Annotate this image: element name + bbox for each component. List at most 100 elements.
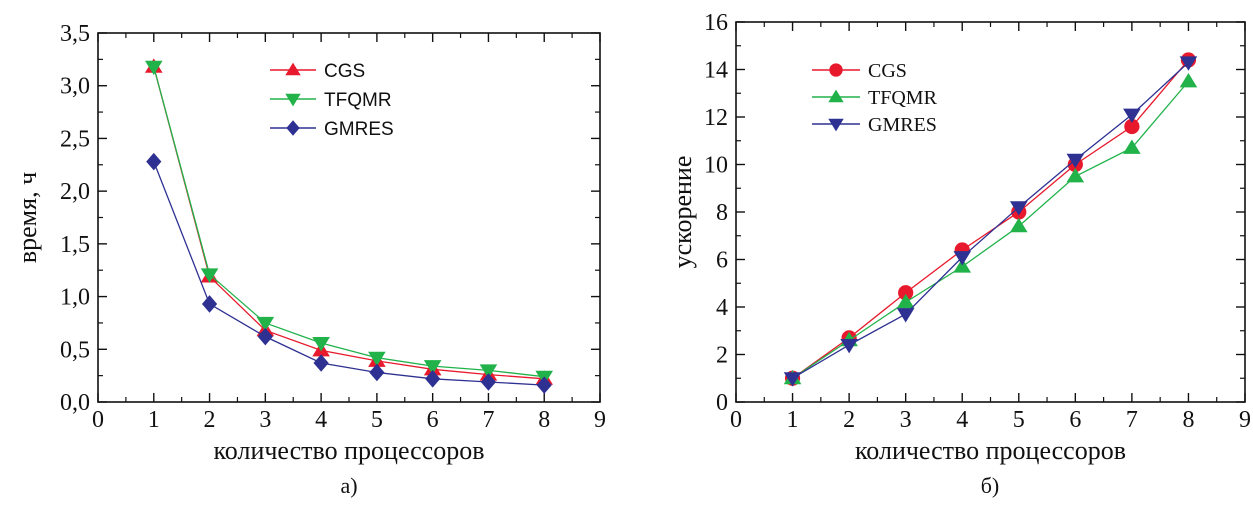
y-tick-label: 3,5 xyxy=(60,21,90,47)
legend-label: TFQMR xyxy=(324,90,392,111)
data-point xyxy=(898,285,914,301)
y-tick-label: 1,0 xyxy=(60,285,90,311)
x-tick-label: 2 xyxy=(204,407,216,433)
data-point xyxy=(1066,153,1085,169)
x-tick-label: 2 xyxy=(843,407,855,433)
legend-marker xyxy=(285,93,301,107)
data-point xyxy=(313,354,329,372)
data-point xyxy=(1123,108,1141,124)
legend-label: CGS xyxy=(324,61,365,82)
data-point xyxy=(144,60,163,76)
x-tick-label: 5 xyxy=(371,407,383,433)
x-tick-label: 8 xyxy=(1182,407,1194,433)
legend: CGS TFQMR GMRES xyxy=(812,60,938,136)
y-tick-label: 14 xyxy=(704,58,728,84)
data-point xyxy=(953,251,972,266)
y-tick-label: 0 xyxy=(716,390,728,416)
series-tfqmr xyxy=(144,60,554,386)
data-point xyxy=(256,316,275,332)
y-tick-label: 16 xyxy=(704,10,728,36)
data-point xyxy=(201,295,218,313)
y-tick-label: 4 xyxy=(716,295,728,321)
x-tick-label: 1 xyxy=(787,407,799,433)
legend-label: TFQMR xyxy=(868,87,938,109)
panel-caption: а) xyxy=(340,473,357,498)
x-tick-label: 3 xyxy=(900,407,912,433)
x-tick-label: 0 xyxy=(730,407,742,433)
data-point xyxy=(536,376,552,394)
y-tick-label: 0,0 xyxy=(60,390,90,416)
data-point xyxy=(1123,139,1141,154)
legend: CGS TFQMR GMRES xyxy=(270,61,394,140)
x-tick-label: 7 xyxy=(1126,407,1138,433)
x-tick-label: 5 xyxy=(1013,407,1025,433)
y-tick-label: 2,0 xyxy=(60,179,90,205)
panel-caption: б) xyxy=(981,473,1000,498)
data-point xyxy=(1066,167,1085,183)
data-point xyxy=(896,293,915,309)
data-point xyxy=(840,339,858,354)
data-point xyxy=(480,373,497,391)
x-axis-label: количество процессоров xyxy=(214,436,485,465)
series-gmres xyxy=(783,56,1198,387)
series-cgs xyxy=(784,52,1197,386)
data-point xyxy=(896,308,915,323)
legend-label: GMRES xyxy=(324,119,394,140)
series-line xyxy=(792,59,1189,379)
y-tick-label: 12 xyxy=(704,105,728,131)
data-point xyxy=(257,327,273,346)
data-point xyxy=(425,370,441,388)
data-point xyxy=(1124,118,1140,135)
y-axis-label: время, ч xyxy=(13,172,42,263)
x-tick-label: 7 xyxy=(482,407,494,433)
data-point xyxy=(1179,72,1198,88)
series-line xyxy=(792,61,1189,379)
x-tick-label: 9 xyxy=(1239,407,1251,433)
legend-marker xyxy=(829,63,843,77)
series-line xyxy=(153,161,545,386)
legend-label: GMRES xyxy=(868,114,937,136)
data-point xyxy=(368,351,386,367)
series-line xyxy=(153,66,545,380)
x-tick-label: 0 xyxy=(92,407,104,433)
x-tick-label: 3 xyxy=(259,407,271,433)
legend-label: CGS xyxy=(868,60,907,82)
legend-marker xyxy=(286,120,300,136)
data-point xyxy=(369,363,385,382)
x-tick-label: 4 xyxy=(956,407,968,433)
y-tick-label: 8 xyxy=(716,200,728,226)
x-tick-label: 6 xyxy=(1069,407,1081,433)
y-axis-label: ускорение xyxy=(668,156,697,269)
data-point xyxy=(1009,201,1028,216)
x-tick-label: 4 xyxy=(315,407,327,433)
chart-panel-1: 0 1 2 3 4 5 6 7 8 9 0,0 0,5 1,0 1,5 2,0 2,5 3,0 3,5 количе… xyxy=(13,21,606,498)
data-point xyxy=(146,152,162,171)
data-point xyxy=(1009,217,1028,233)
y-tick-label: 2,5 xyxy=(60,126,90,152)
y-tick-label: 2 xyxy=(716,343,728,369)
plot-frame xyxy=(97,32,601,403)
x-axis-label: количество процессоров xyxy=(855,436,1126,465)
y-tick-label: 10 xyxy=(704,153,728,179)
data-point xyxy=(783,372,802,387)
y-tick-label: 0,5 xyxy=(60,337,90,363)
data-point xyxy=(423,360,442,375)
series-line xyxy=(153,66,545,378)
x-tick-label: 9 xyxy=(594,407,606,433)
series-tfqmr xyxy=(783,72,1198,385)
data-point xyxy=(1179,56,1198,71)
data-point xyxy=(479,364,498,379)
y-tick-label: 1,5 xyxy=(60,232,90,258)
data-point xyxy=(312,336,330,352)
y-tick-label: 6 xyxy=(716,248,728,274)
plot-frame xyxy=(735,21,1246,403)
x-tick-label: 1 xyxy=(148,407,160,433)
series-line xyxy=(792,80,1189,379)
legend-marker xyxy=(285,62,301,76)
x-tick-label: 6 xyxy=(427,407,439,433)
legend-marker xyxy=(828,118,844,132)
legend-marker xyxy=(828,89,844,103)
data-point xyxy=(200,268,219,283)
